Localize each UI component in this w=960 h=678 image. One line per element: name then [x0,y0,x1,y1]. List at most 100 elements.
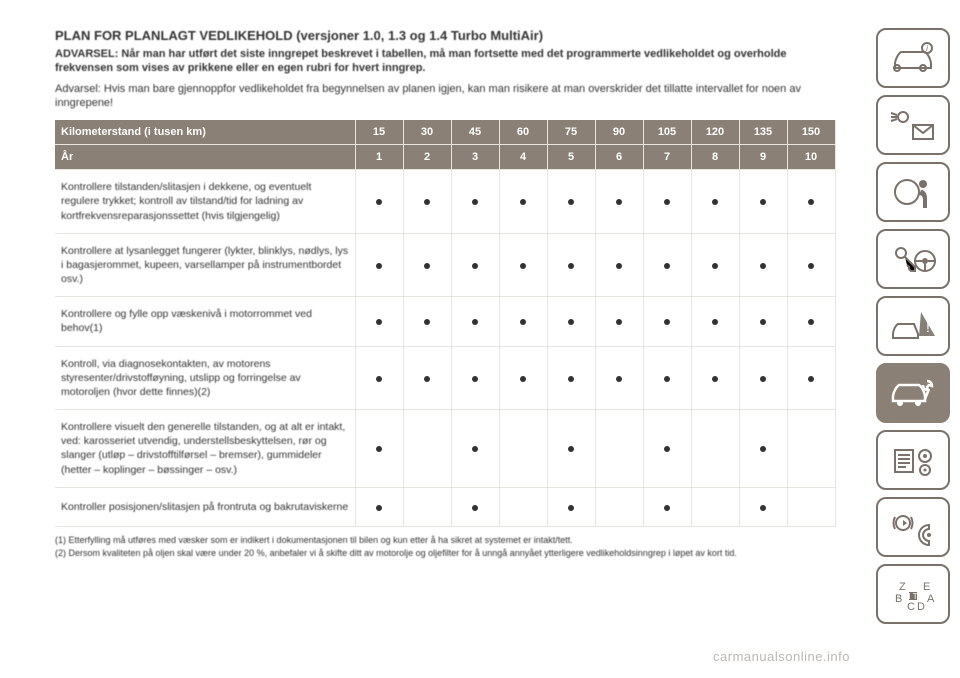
lights-mail-icon[interactable] [876,95,950,155]
mark-cell [787,233,835,297]
settings-list-icon[interactable] [876,430,950,490]
year-header: 8 [691,145,739,170]
mark-cell [451,487,499,526]
dot-icon [616,376,622,382]
dot-icon [664,446,670,452]
mark-cell [451,297,499,346]
mark-cell [787,410,835,488]
svg-text:D: D [917,601,925,613]
mark-cell [451,346,499,410]
dot-icon [472,376,478,382]
mark-cell [499,487,547,526]
svg-text:!: ! [926,319,930,335]
svg-text:I T: I T [908,592,917,601]
mark-cell [451,170,499,234]
media-nav-icon[interactable] [876,497,950,557]
mark-cell [643,487,691,526]
km-header: 135 [739,120,787,145]
year-header: 7 [643,145,691,170]
svg-text:A: A [927,593,935,605]
mark-cell [739,487,787,526]
mark-cell [499,346,547,410]
dot-icon [424,263,430,269]
dot-icon [376,376,382,382]
table-row: Kontrollere tilstanden/slitasjen i dekke… [55,170,835,234]
crash-warning-icon[interactable]: ! [876,296,950,356]
dot-icon [760,263,766,269]
dot-icon [760,199,766,205]
dot-icon [472,263,478,269]
mark-cell [691,233,739,297]
svg-text:B: B [895,593,902,605]
dot-icon [472,199,478,205]
row-label: Kontroll, via diagnosekontakten, av moto… [55,346,355,410]
mark-cell [787,297,835,346]
airbag-icon[interactable] [876,162,950,222]
row-label: Kontrollere tilstanden/slitasjen i dekke… [55,170,355,234]
mark-cell [355,170,403,234]
dot-icon [376,505,382,511]
dot-icon [568,505,574,511]
mark-cell [595,297,643,346]
dot-icon [664,376,670,382]
dot-icon [808,199,814,205]
km-header: 45 [451,120,499,145]
mark-cell [643,297,691,346]
dot-icon [424,319,430,325]
mark-cell [403,346,451,410]
mark-cell [691,170,739,234]
dot-icon [808,319,814,325]
dot-icon [568,319,574,325]
index-icon[interactable]: ZEBACDI T [876,564,950,624]
warning-text: ADVARSEL: Når man har utført det siste i… [55,47,835,76]
dot-icon [520,263,526,269]
table-row: Kontrollere og fylle opp væskenivå i mot… [55,297,835,346]
table-row: Kontroller posisjonen/slitasjen på front… [55,487,835,526]
car-service-icon[interactable] [876,363,950,423]
mark-cell [643,233,691,297]
mark-cell [643,170,691,234]
dot-icon [472,505,478,511]
mark-cell [355,346,403,410]
svg-text:C: C [907,601,915,613]
dot-icon [664,319,670,325]
header-year-label: År [55,145,355,170]
km-header: 30 [403,120,451,145]
note-text: Advarsel: Hvis man bare gjennoppfor vedl… [55,82,835,111]
dot-icon [520,199,526,205]
year-header: 9 [739,145,787,170]
row-label: Kontrollere og fylle opp væskenivå i mot… [55,297,355,346]
km-header: 90 [595,120,643,145]
watermark: carmanualsonline.info [713,649,850,664]
mark-cell [547,410,595,488]
mark-cell [355,233,403,297]
mark-cell [739,410,787,488]
row-label: Kontroller posisjonen/slitasjen på front… [55,487,355,526]
maintenance-table: Kilometerstand (i tusen km)1530456075901… [55,120,836,527]
dot-icon [616,199,622,205]
km-header: 15 [355,120,403,145]
mark-cell [595,346,643,410]
mark-cell [499,297,547,346]
km-header: 75 [547,120,595,145]
dot-icon [376,446,382,452]
svg-text:Z: Z [899,581,906,593]
page-title: PLAN FOR PLANLAGT VEDLIKEHOLD (versjoner… [55,28,835,43]
mark-cell [451,410,499,488]
km-header: 60 [499,120,547,145]
year-header: 2 [403,145,451,170]
mark-cell [691,487,739,526]
mark-cell [595,410,643,488]
mark-cell [787,487,835,526]
mark-cell [739,346,787,410]
car-info-icon[interactable]: i [876,28,950,88]
key-steering-icon[interactable] [876,229,950,289]
dot-icon [664,263,670,269]
mark-cell [691,297,739,346]
table-row: Kontrollere visuelt den generelle tilsta… [55,410,835,488]
km-header: 105 [643,120,691,145]
year-header: 5 [547,145,595,170]
mark-cell [739,233,787,297]
year-header: 10 [787,145,835,170]
dot-icon [760,505,766,511]
